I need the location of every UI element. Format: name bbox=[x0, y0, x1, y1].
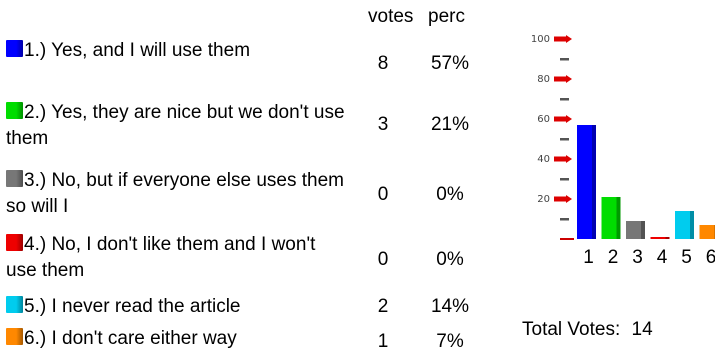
color-swatch bbox=[6, 296, 23, 313]
option-label: 3.) No, but if everyone else uses them s… bbox=[6, 170, 344, 217]
bar-shade bbox=[592, 125, 596, 239]
option-label: 2.) Yes, they are nice but we don't use … bbox=[6, 102, 345, 149]
y-tick-marker bbox=[566, 195, 572, 203]
x-tick-label: 1 bbox=[583, 247, 594, 268]
option-votes: 1 bbox=[377, 331, 389, 352]
option-votes: 0 bbox=[377, 249, 389, 270]
y-tick-label: 20 bbox=[537, 194, 550, 205]
option-perc: 0% bbox=[436, 184, 464, 205]
option-votes: 2 bbox=[377, 296, 389, 317]
option-label-cell: 4.) No, I don't like them and I won't us… bbox=[6, 232, 351, 284]
option-perc: 0% bbox=[436, 249, 464, 270]
results-bar-chart: 100 80 60 40 20 1 2 3 4 5 6 bbox=[531, 34, 715, 268]
y-minor-tick bbox=[560, 178, 569, 181]
option-perc: 57% bbox=[430, 53, 470, 74]
color-swatch bbox=[6, 328, 23, 345]
y-tick-marker bbox=[554, 116, 566, 122]
option-label-cell: 3.) No, but if everyone else uses them s… bbox=[6, 168, 351, 220]
bar-shade bbox=[714, 225, 715, 239]
perc-header: perc bbox=[428, 6, 465, 27]
total-votes-label: Total Votes: bbox=[522, 319, 621, 340]
bar bbox=[601, 197, 621, 239]
bar-shade bbox=[690, 211, 694, 239]
y-tick-marker bbox=[554, 36, 566, 42]
option-perc: 21% bbox=[430, 114, 470, 135]
y-tick-label: 100 bbox=[531, 34, 550, 45]
option-votes: 0 bbox=[377, 184, 389, 205]
y-tick-marker bbox=[566, 35, 572, 43]
option-votes: 3 bbox=[377, 114, 389, 135]
x-tick-label: 2 bbox=[608, 247, 619, 268]
color-swatch bbox=[6, 234, 23, 251]
option-perc: 14% bbox=[430, 296, 470, 317]
total-votes: Total Votes: 14 bbox=[522, 318, 653, 342]
option-label-cell: 6.) I don't care either way bbox=[6, 326, 351, 352]
y-tick-marker bbox=[554, 196, 566, 202]
option-perc: 7% bbox=[436, 331, 464, 352]
votes-header: votes bbox=[368, 6, 414, 27]
color-swatch bbox=[6, 102, 23, 119]
y-tick-label: 60 bbox=[537, 114, 550, 125]
option-label: 6.) I don't care either way bbox=[24, 328, 237, 349]
y-tick-label: 40 bbox=[537, 154, 550, 165]
y-tick-marker bbox=[566, 75, 572, 83]
bar-shade bbox=[641, 221, 645, 239]
option-votes: 8 bbox=[377, 53, 389, 74]
bar bbox=[675, 211, 694, 239]
option-label-cell: 5.) I never read the article bbox=[6, 294, 351, 320]
y-tick-label: 80 bbox=[537, 74, 550, 85]
option-label-cell: 2.) Yes, they are nice but we don't use … bbox=[6, 100, 351, 152]
y-tick-marker bbox=[566, 155, 572, 163]
color-swatch bbox=[6, 40, 23, 57]
y-tick-marker bbox=[554, 76, 566, 82]
y-tick-marker bbox=[566, 115, 572, 123]
option-label: 5.) I never read the article bbox=[24, 296, 241, 317]
y-tick-marker bbox=[554, 156, 566, 162]
bar bbox=[650, 237, 670, 239]
y-zero-marker bbox=[560, 238, 574, 240]
option-label: 1.) Yes, and I will use them bbox=[24, 40, 251, 61]
y-minor-tick bbox=[560, 98, 569, 101]
bar-shade bbox=[665, 237, 670, 239]
y-minor-tick bbox=[560, 58, 569, 61]
x-tick-label: 6 bbox=[706, 247, 715, 268]
x-tick-label: 5 bbox=[681, 247, 692, 268]
bar bbox=[626, 221, 645, 239]
x-tick-label: 3 bbox=[632, 247, 643, 268]
option-label-cell: 1.) Yes, and I will use them bbox=[6, 38, 351, 64]
bar-shade bbox=[616, 197, 621, 239]
total-votes-value: 14 bbox=[631, 319, 653, 340]
y-minor-tick bbox=[560, 138, 569, 141]
bar bbox=[577, 125, 596, 239]
y-minor-tick bbox=[560, 218, 569, 221]
option-label: 4.) No, I don't like them and I won't us… bbox=[6, 234, 316, 281]
x-tick-label: 4 bbox=[657, 247, 668, 268]
color-swatch bbox=[6, 170, 23, 187]
bar bbox=[699, 225, 715, 239]
